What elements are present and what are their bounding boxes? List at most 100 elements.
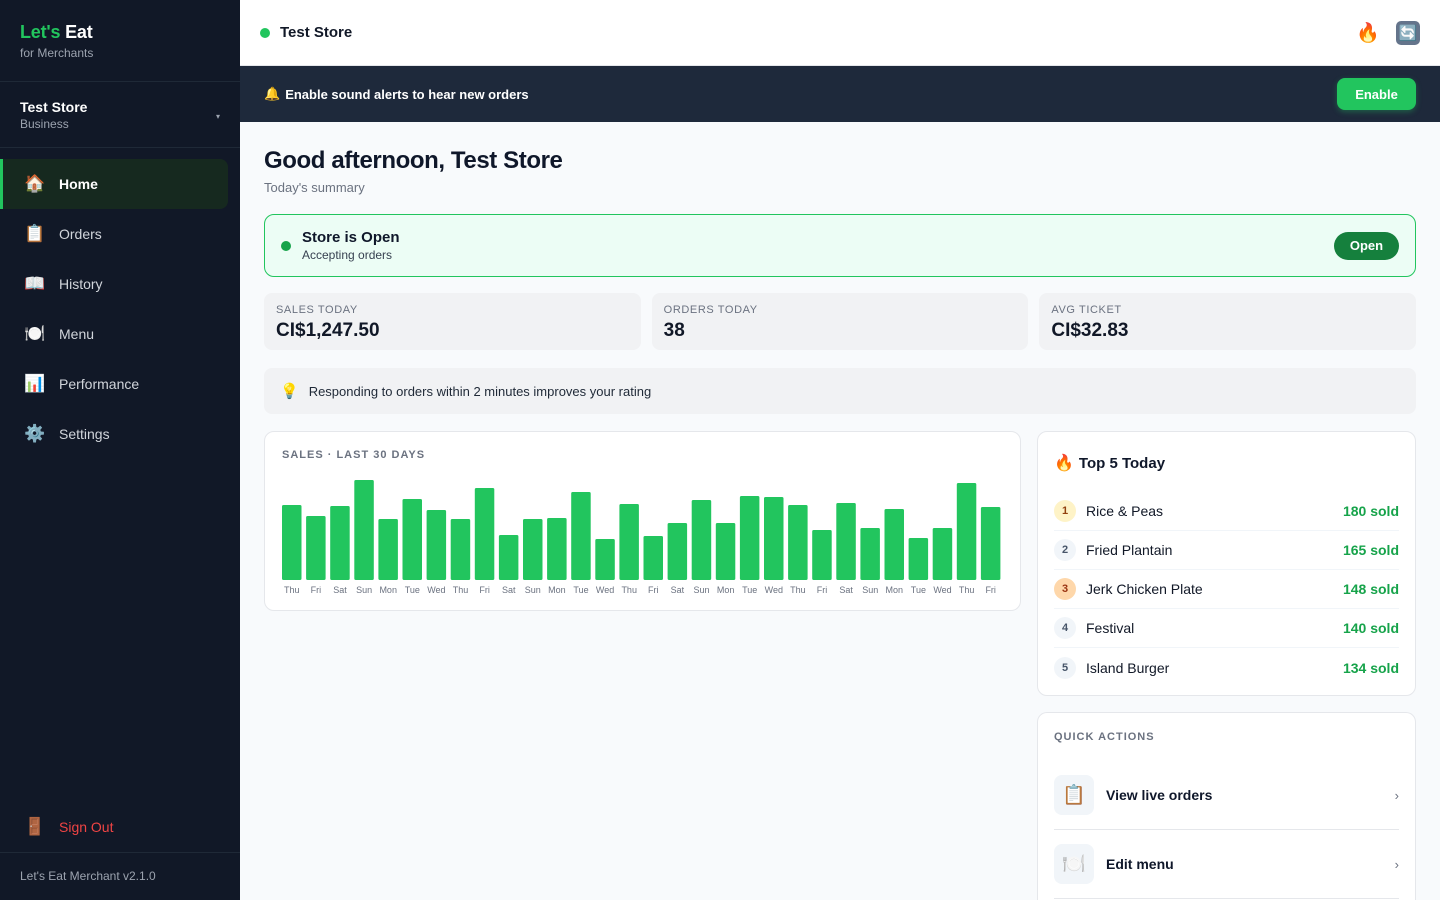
chart-x-tick-label: Mon: [379, 585, 397, 595]
sidebar-item-label: Home: [59, 176, 98, 192]
quick-actions-title: QUICK ACTIONS: [1054, 731, 1155, 743]
chart-bar: [908, 538, 929, 580]
sidebar-nav: 🏠 Home 📋 Orders 📖 History 🍽️ Menu 📊 Perf…: [0, 148, 240, 459]
top-item-sold: 148 sold: [1342, 581, 1399, 597]
sign-out-button[interactable]: 🚪 Sign Out: [0, 802, 240, 852]
fire-icon[interactable]: 🔥: [1356, 22, 1380, 44]
chart-x-tick-label: Thu: [453, 585, 469, 595]
brand-name-part1: Let's: [20, 22, 61, 42]
top-item-row[interactable]: 4 Festival 140 sold: [1054, 609, 1399, 648]
plate-icon: 🍽️: [1054, 844, 1094, 884]
sidebar-item-performance[interactable]: 📊 Performance: [0, 359, 228, 409]
stat-orders-today: ORDERS TODAY 38: [651, 293, 1029, 350]
chart-x-tick-label: Fri: [817, 585, 828, 595]
enable-sound-button[interactable]: Enable: [1337, 78, 1416, 110]
chart-bar: [836, 503, 856, 580]
stat-avg-ticket: AVG TICKET CI$32.83: [1039, 293, 1417, 350]
page-subtitle: Today's summary: [264, 180, 365, 195]
chart-bar: [884, 509, 904, 580]
store-status-dot: [260, 27, 270, 38]
plate-icon: 🍽️: [24, 324, 46, 343]
top-store-name: Test Store: [280, 24, 353, 41]
chart-bar: [498, 535, 519, 580]
chart-bar: [956, 483, 977, 580]
top-item-sold: 140 sold: [1342, 620, 1399, 636]
top-bar: Test Store 🔥 🔄: [240, 0, 1440, 66]
chart-bar: [547, 518, 567, 580]
sidebar-item-label: Orders: [59, 226, 102, 242]
top-item-row[interactable]: 3 Jerk Chicken Plate 148 sold: [1054, 570, 1399, 609]
sidebar-item-orders[interactable]: 📋 Orders: [0, 209, 228, 259]
brand: Let's Eat for Merchants: [0, 0, 240, 82]
quick-action-label: View live orders: [1106, 787, 1213, 803]
top-item-name: Festival: [1086, 620, 1135, 636]
chart-title: SALES · LAST 30 DAYS: [282, 449, 426, 461]
top-item-row[interactable]: 5 Island Burger 134 sold: [1054, 648, 1399, 687]
house-icon: 🏠: [24, 174, 46, 193]
top-item-name: Island Burger: [1086, 659, 1170, 676]
brand-subtitle: for Merchants: [20, 46, 94, 60]
top-item-sold: 180 sold: [1342, 503, 1399, 519]
chart-bar: [619, 504, 639, 580]
chart-x-tick-label: Sat: [671, 585, 685, 595]
chart-x-tick-label: Tue: [405, 585, 420, 595]
chart-x-tick-label: Thu: [621, 585, 637, 595]
quick-action-label: Edit menu: [1106, 856, 1174, 872]
store-status-card: Store is Open Accepting orders Open: [264, 214, 1416, 277]
chart-x-tick-label: Fri: [479, 585, 490, 595]
chart-bar: [474, 488, 495, 580]
rank-badge: 1: [1054, 500, 1076, 522]
top-item-name: Fried Plantain: [1086, 542, 1173, 558]
fire-icon: 🔥: [1054, 455, 1074, 472]
chart-x-tick-label: Fri: [985, 585, 996, 595]
sidebar-item-home[interactable]: 🏠 Home: [0, 159, 228, 209]
top-item-row[interactable]: 2 Fried Plantain 165 sold: [1054, 531, 1399, 570]
view-live-orders-action[interactable]: 📋 View live orders ›: [1054, 761, 1399, 830]
chart-bar: [595, 539, 615, 580]
door-icon: 🚪: [24, 817, 46, 836]
chart-bar: [667, 523, 688, 580]
chart-x-tick-label: Tue: [911, 585, 926, 595]
sidebar-item-menu[interactable]: 🍽️ Menu: [0, 309, 228, 359]
top-item-sold: 165 sold: [1342, 542, 1399, 558]
top-item-row[interactable]: 1 Rice & Peas 180 sold: [1054, 492, 1399, 531]
chart-bar: [932, 528, 953, 580]
sidebar: Let's Eat for Merchants Test Store Busin…: [0, 0, 240, 900]
chart-bar: [378, 519, 398, 580]
brand-logo[interactable]: Let's Eat: [20, 22, 220, 43]
chart-bar: [788, 505, 808, 580]
chart-x-tick-label: Sun: [862, 585, 878, 595]
chart-x-tick-label: Wed: [596, 585, 614, 595]
lightbulb-icon: 💡: [280, 383, 299, 400]
tip-banner: 💡 Responding to orders within 2 minutes …: [264, 368, 1416, 414]
chart-x-tick-label: Sat: [333, 585, 347, 595]
refresh-icon[interactable]: 🔄: [1396, 20, 1420, 45]
chart-bar: [426, 510, 447, 580]
chart-x-tick-label: Tue: [573, 585, 588, 595]
chart-bar: [812, 530, 832, 580]
chart-bar: [571, 492, 591, 580]
stat-value: CI$1,247.50: [276, 320, 380, 341]
bar-chart-icon: 📊: [24, 374, 46, 393]
chart-bar: [306, 516, 326, 580]
page-title: Good afternoon, Test Store: [264, 147, 563, 174]
sidebar-item-settings[interactable]: ⚙️ Settings: [0, 409, 228, 459]
chart-bar: [691, 500, 712, 580]
store-open-toggle[interactable]: Open: [1334, 231, 1399, 260]
chart-x-tick-label: Sun: [356, 585, 372, 595]
sidebar-item-history[interactable]: 📖 History: [0, 259, 228, 309]
store-switcher[interactable]: Test Store Business ▾: [0, 82, 240, 148]
chart-x-tick-label: Thu: [284, 585, 300, 595]
stat-value: 38: [663, 320, 685, 341]
chart-x-tick-label: Mon: [886, 585, 904, 595]
chart-bar: [715, 523, 736, 580]
clipboard-icon: 📋: [1054, 775, 1094, 815]
chart-bar: [330, 506, 350, 580]
chart-x-tick-label: Mon: [717, 585, 735, 595]
chart-bar: [402, 499, 422, 580]
rank-badge: 5: [1054, 656, 1076, 679]
store-status-text: Store is Open Accepting orders: [302, 229, 400, 262]
rank-badge: 2: [1054, 539, 1076, 561]
edit-menu-action[interactable]: 🍽️ Edit menu ›: [1054, 830, 1399, 899]
chart-x-tick-label: Fri: [311, 585, 322, 595]
